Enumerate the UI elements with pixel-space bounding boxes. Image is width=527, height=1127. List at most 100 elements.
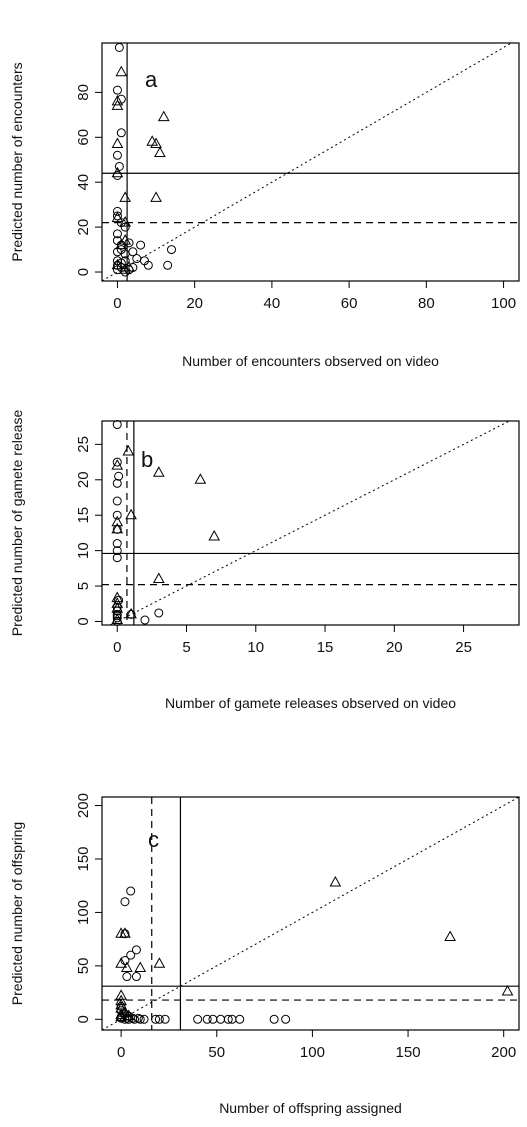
data-point-triangle <box>125 508 137 520</box>
plot-frame <box>101 42 520 282</box>
data-point-triangle <box>111 459 124 470</box>
reference-lines <box>102 421 519 625</box>
data-point-triangle <box>111 515 124 527</box>
data-point-triangle <box>125 607 137 619</box>
panel-letter: b <box>141 447 153 472</box>
x-tick-label: 60 <box>341 295 358 312</box>
x-tick-label: 100 <box>491 295 516 312</box>
data-point-triangle <box>119 216 132 227</box>
data-point-circle <box>193 1014 203 1024</box>
panel-b: 0 5 10 15 20 25 0 5 10 15 20 25 Number of gamete rel… <box>9 410 520 711</box>
panel-letter: c <box>148 827 159 852</box>
data-points <box>111 42 176 277</box>
x-tick-label: 200 <box>491 1044 516 1061</box>
data-point-circle <box>163 260 173 270</box>
data-point-circle <box>126 950 136 960</box>
data-point-triangle <box>111 94 124 106</box>
data-point-circle <box>131 972 141 982</box>
data-point-circle <box>281 1014 291 1024</box>
data-point-circle <box>112 150 122 160</box>
y-tick-label: 60 <box>75 129 92 146</box>
reference-lines <box>102 43 519 281</box>
data-point-triangle <box>157 110 170 122</box>
data-point-circle <box>112 510 122 520</box>
data-point-circle <box>223 1014 233 1024</box>
data-point-circle <box>140 615 150 625</box>
y-tick-label: 10 <box>75 542 92 559</box>
panel-a: 0 20 40 60 80 100 0 20 40 60 80 Number of encounter… <box>9 42 520 369</box>
data-points <box>115 875 514 1024</box>
y-tick-label: 150 <box>75 846 92 871</box>
data-point-circle <box>160 1014 170 1024</box>
data-point-triangle <box>115 1008 127 1020</box>
data-point-circle <box>112 496 122 506</box>
one-to-one-line <box>110 421 510 625</box>
data-point-triangle <box>111 613 124 625</box>
data-point-circle <box>116 245 126 255</box>
x-axis-title: Number of gamete releases observed on vi… <box>165 695 456 711</box>
data-point-triangle <box>119 263 132 274</box>
data-point-circle <box>269 1014 279 1024</box>
data-point-circle <box>151 1014 161 1024</box>
data-point-triangle <box>134 961 147 973</box>
data-point-triangle <box>111 591 124 603</box>
data-point-circle <box>112 206 122 216</box>
x-tick-label: 5 <box>182 639 190 656</box>
x-tick-label: 0 <box>113 639 121 656</box>
x-tick-label: 10 <box>247 639 264 656</box>
data-point-circle <box>114 42 124 52</box>
data-point-triangle <box>150 191 162 202</box>
plot-frame <box>101 420 520 626</box>
y-tick-label: 80 <box>75 84 92 101</box>
y-axis-title: Predicted number of offspring <box>9 822 25 1005</box>
data-point-triangle <box>146 135 159 146</box>
data-point-circle <box>202 1014 212 1024</box>
data-point-circle <box>139 256 149 266</box>
reference-lines <box>102 797 519 1030</box>
data-point-triangle <box>152 466 165 477</box>
y-tick-label: 200 <box>75 793 92 818</box>
data-point-triangle <box>444 930 456 942</box>
data-point-circle <box>112 85 122 95</box>
data-point-triangle <box>111 211 124 223</box>
data-point-triangle <box>111 522 124 534</box>
data-point-triangle <box>111 99 124 110</box>
data-point-triangle <box>115 994 127 1006</box>
x-tick-label: 50 <box>208 1044 225 1061</box>
y-tick-label: 25 <box>75 436 92 453</box>
data-point-triangle <box>329 875 342 887</box>
data-point-triangle <box>153 957 166 968</box>
y-tick-label: 0 <box>75 617 92 625</box>
data-point-triangle <box>111 602 124 613</box>
data-point-circle <box>112 553 122 563</box>
data-point-circle <box>114 471 124 481</box>
data-point-triangle <box>115 238 128 250</box>
data-point-circle <box>128 1013 138 1023</box>
plot-frame <box>101 796 520 1031</box>
data-point-circle <box>208 1014 218 1024</box>
panel-letter: a <box>145 67 158 92</box>
data-point-circle <box>112 457 122 467</box>
x-tick-label: 20 <box>386 639 403 656</box>
data-point-triangle <box>119 234 132 245</box>
data-point-circle <box>116 128 126 138</box>
data-point-circle <box>154 608 164 618</box>
data-point-circle <box>139 1014 149 1024</box>
data-point-triangle <box>119 191 132 202</box>
data-point-triangle <box>208 529 221 541</box>
one-to-one-line <box>102 43 512 281</box>
x-tick-label: 150 <box>396 1044 421 1061</box>
x-tick-label: 100 <box>300 1044 325 1061</box>
data-point-circle <box>122 972 132 982</box>
data-point-triangle <box>111 137 124 149</box>
data-point-circle <box>114 595 124 605</box>
data-point-triangle <box>154 146 166 158</box>
data-point-circle <box>216 1014 226 1024</box>
data-point-circle <box>120 222 130 232</box>
data-point-triangle <box>111 166 124 178</box>
one-to-one-line <box>102 797 519 1030</box>
x-tick-label: 25 <box>455 639 472 656</box>
x-axis-title: Number of encounters observed on video <box>182 353 439 369</box>
data-point-circle <box>133 1013 143 1023</box>
